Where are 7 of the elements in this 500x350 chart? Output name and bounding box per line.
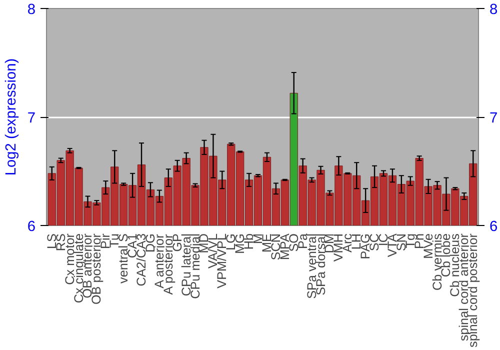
y2-tick-label: 7 [490, 110, 498, 126]
y-tick-label: 8 [27, 2, 36, 18]
y-tick-label: 6 [27, 219, 36, 235]
y2-tick-label: 8 [490, 2, 498, 18]
y-axis-title: Log2 (expression) [3, 58, 20, 176]
y-tick-label: 7 [27, 110, 36, 126]
y2-tick-label: 6 [490, 219, 498, 235]
